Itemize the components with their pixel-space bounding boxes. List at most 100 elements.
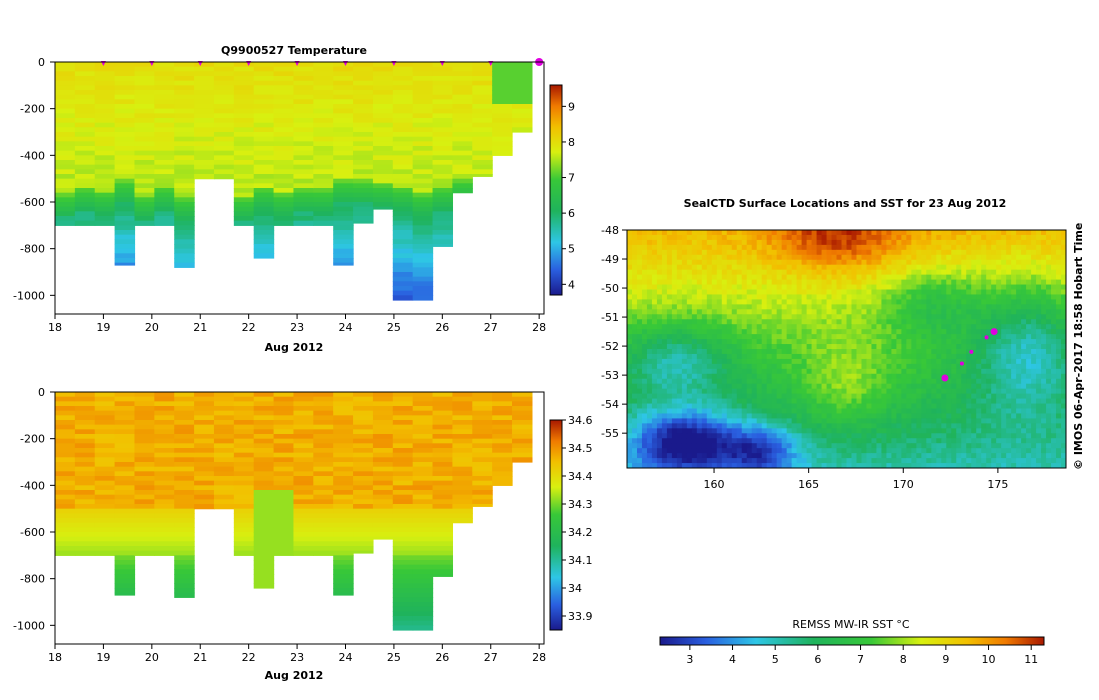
sst-cell: [836, 294, 843, 300]
sst-cell: [746, 279, 753, 286]
salinity-cell: [114, 476, 136, 482]
sst-cell: [946, 368, 952, 375]
temperature-cell: [273, 169, 295, 175]
sst-cell: [906, 403, 912, 409]
salinity-cell: [154, 396, 175, 402]
temperature-cell: [392, 206, 414, 212]
sst-cell: [896, 284, 902, 290]
temperature-cell: [94, 118, 116, 124]
sst-cell: [1031, 289, 1037, 295]
sst-cell: [681, 403, 688, 409]
temperature-cell: [114, 113, 136, 119]
sst-cell: [751, 284, 758, 290]
sst-cell: [801, 383, 808, 390]
temperature-cell: [293, 192, 314, 198]
temperature-cell: [372, 164, 394, 170]
sst-cell: [846, 378, 852, 385]
salinity-cell: [392, 550, 414, 556]
sst-cell: [706, 279, 713, 286]
sst-cell: [1021, 393, 1027, 400]
sst-cell: [766, 289, 773, 295]
temperature-cell: [293, 188, 314, 194]
sst-cell: [896, 358, 902, 365]
sst-cell: [946, 279, 952, 286]
sst-cell: [896, 314, 902, 320]
sst-cell: [936, 373, 942, 380]
sst-cell: [671, 388, 678, 395]
sst-cell: [676, 319, 683, 325]
sst-cell: [691, 309, 698, 315]
sst-cell: [911, 403, 917, 409]
temperature-cell: [492, 122, 513, 128]
sst-cell: [896, 289, 902, 295]
sst-cell: [816, 393, 823, 400]
sst-cell: [1016, 388, 1022, 395]
sst-cell: [751, 324, 758, 330]
temperature-cell: [74, 192, 96, 198]
temperature-cell: [313, 94, 334, 100]
x-tick-label: 26: [435, 321, 449, 334]
sst-cell: [916, 294, 922, 300]
salinity-cell: [213, 452, 235, 458]
temperature-cell: [372, 174, 394, 180]
temperature-cell: [114, 76, 136, 82]
temperature-cell: [74, 76, 96, 82]
sst-cell: [901, 368, 907, 375]
sst-cell: [726, 299, 733, 305]
sst-cell: [971, 398, 977, 405]
sst-cell: [1041, 234, 1047, 241]
salinity-cell: [74, 406, 96, 412]
sst-cell: [866, 358, 872, 365]
temperature-cell: [114, 197, 136, 203]
sst-cell: [716, 284, 723, 290]
salinity-cell: [472, 434, 493, 440]
sst-cell: [1046, 309, 1052, 315]
sst-cell: [806, 334, 813, 340]
sst-cell: [691, 349, 698, 355]
sst-cell: [641, 388, 648, 395]
sst-cell: [651, 334, 658, 340]
sst-cell: [931, 249, 937, 256]
sst-cell: [681, 230, 688, 236]
salinity-cell: [213, 392, 235, 398]
temperature-cell: [372, 113, 394, 119]
sst-cell: [1026, 368, 1032, 375]
sst-cell: [921, 349, 927, 355]
temperature-cell: [114, 206, 136, 212]
sst-cell: [1046, 378, 1052, 385]
sst-cell: [1031, 234, 1037, 241]
sst-cell: [861, 363, 867, 370]
sst-cell: [1046, 319, 1052, 325]
sst-cell: [776, 249, 783, 256]
sst-cell: [691, 403, 698, 409]
sst-cell: [931, 353, 937, 360]
sst-cell: [741, 353, 748, 360]
temperature-cell: [194, 127, 215, 133]
sst-cell: [627, 304, 633, 310]
sst-cell: [916, 274, 922, 281]
temperature-cell: [134, 183, 155, 189]
salinity-cell: [412, 410, 434, 416]
sst-cell: [686, 363, 693, 370]
salinity-cell: [512, 457, 533, 463]
sst-cell: [627, 254, 633, 261]
sst-cell: [736, 254, 743, 261]
temperature-cell: [194, 62, 215, 68]
sst-cell: [806, 388, 813, 395]
salinity-cell: [412, 606, 434, 612]
sst-cell: [766, 329, 773, 335]
temperature-cell: [392, 253, 414, 259]
temperature-cell: [55, 132, 76, 138]
salinity-cell: [233, 410, 255, 416]
salinity-cell: [55, 401, 76, 407]
temperature-heatmap-cells: [55, 62, 533, 301]
sst-cell: [661, 244, 668, 251]
salinity-cell: [313, 480, 334, 486]
salinity-cell: [94, 452, 116, 458]
temperature-cell: [194, 80, 215, 86]
salinity-cell: [293, 457, 314, 463]
sst-cell: [936, 329, 942, 335]
sst-cell: [906, 299, 912, 305]
sst-cell: [966, 368, 972, 375]
sst-cell: [706, 319, 713, 325]
